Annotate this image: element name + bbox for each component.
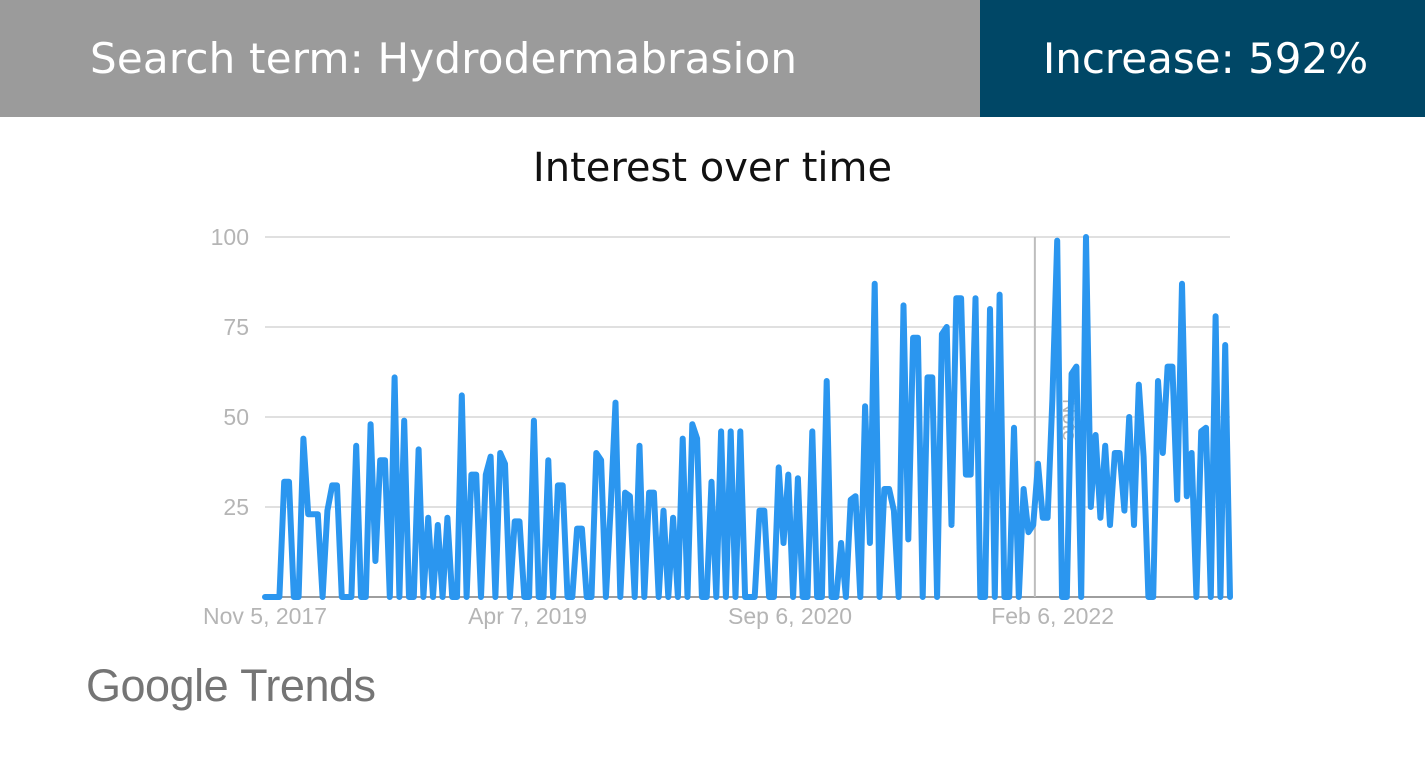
logo-brand: Google — [86, 660, 229, 711]
x-tick-label-0: Nov 5, 2017 — [203, 603, 327, 629]
interest-over-time-chart: 25 50 75 100 Nov 5, 2017 Apr 7, 2019 Sep 6, 20… — [203, 224, 1233, 629]
y-tick-label-25: 25 — [223, 494, 249, 520]
y-tick-label-75: 75 — [223, 314, 249, 340]
increase-label: Increase: 592% — [1042, 34, 1369, 83]
chart-title: Interest over time — [532, 145, 893, 191]
x-tick-label-1: Apr 7, 2019 — [468, 603, 587, 629]
google-trends-logo: Google Trends — [86, 660, 376, 712]
x-tick-label-2: Sep 6, 2020 — [728, 603, 852, 629]
y-tick-label-50: 50 — [223, 404, 249, 430]
logo-product: Trends — [240, 660, 376, 711]
x-tick-label-3: Feb 6, 2022 — [991, 603, 1114, 629]
series-line-0 — [262, 234, 1233, 600]
increase-banner: Increase: 592% — [980, 0, 1425, 117]
search-term-label: Search term: Hydrodermabrasion — [90, 34, 798, 83]
y-tick-label-100: 100 — [211, 224, 249, 250]
search-term-banner: Search term: Hydrodermabrasion — [0, 0, 980, 117]
